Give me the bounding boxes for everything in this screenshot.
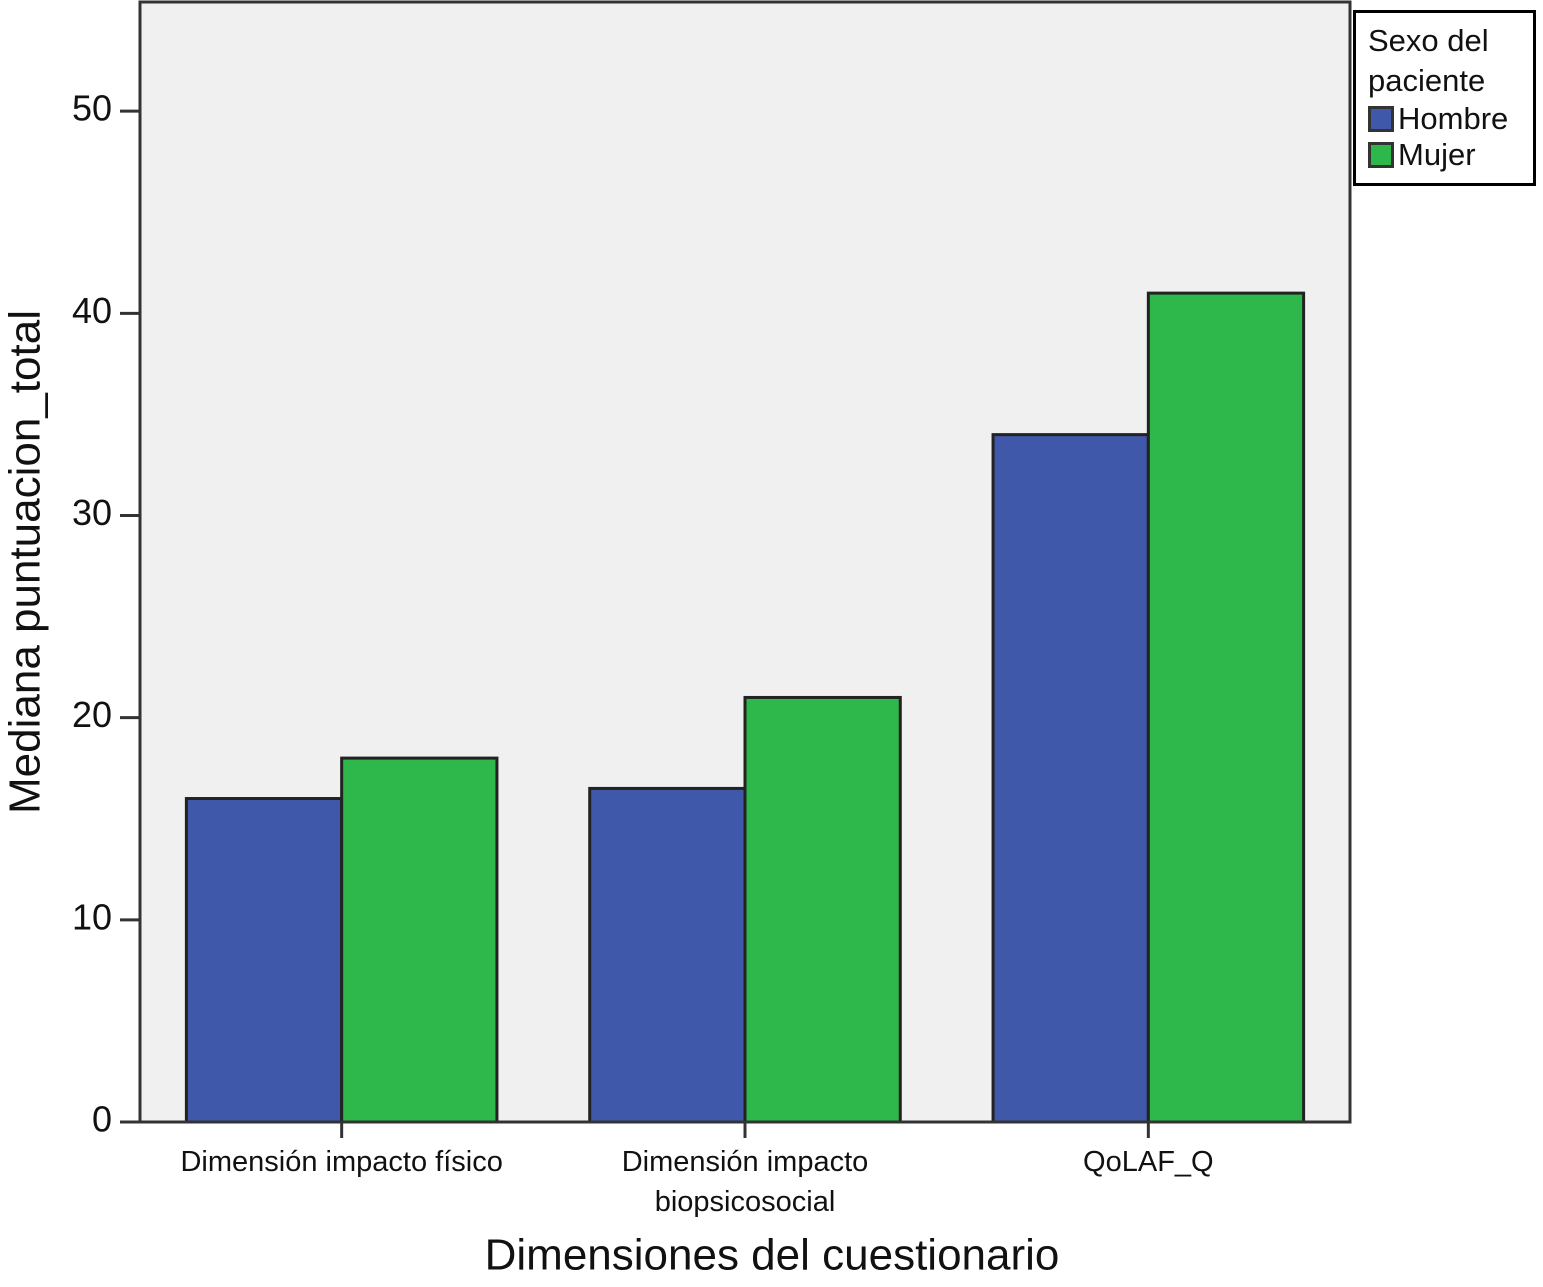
x-axis-title: Dimensiones del cuestionario (485, 1231, 1060, 1280)
bar (184, 797, 344, 1124)
y-tick-label: 40 (72, 290, 112, 331)
legend-item: Hombre (1368, 101, 1521, 137)
legend-label: Mujer (1398, 137, 1476, 172)
bar (340, 756, 499, 1124)
legend-item: Mujer (1368, 137, 1521, 173)
y-tick-label: 10 (72, 896, 112, 937)
y-tick-label: 50 (72, 88, 112, 129)
bar (1146, 291, 1306, 1124)
x-tick-label: Dimensión impacto biopsicosocial (621, 1146, 869, 1218)
y-tick-label: 30 (72, 492, 112, 533)
legend-label: Hombre (1398, 101, 1509, 136)
y-axis-title: Mediana puntuacion_total (1, 310, 50, 814)
x-tick-label: QoLAF_Q (1083, 1146, 1214, 1178)
bar (588, 786, 747, 1124)
legend-swatch (1368, 106, 1394, 132)
legend: Sexo del paciente Hombre Mujer (1353, 10, 1536, 186)
legend-swatch (1368, 142, 1394, 168)
x-tick-label: Dimensión impacto físico (180, 1146, 503, 1178)
y-tick-label: 0 (92, 1099, 112, 1140)
y-tick-label: 20 (72, 694, 112, 735)
bar (743, 695, 902, 1124)
bar (991, 433, 1150, 1124)
legend-title: Sexo del paciente (1368, 23, 1489, 98)
